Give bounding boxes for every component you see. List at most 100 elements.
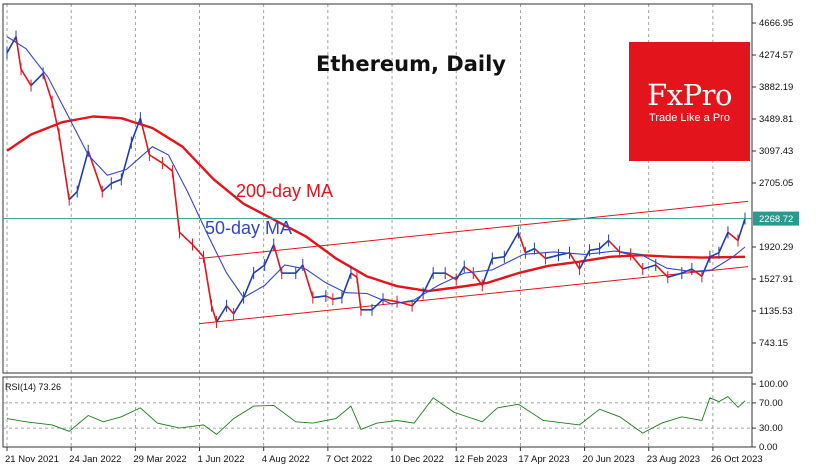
price-segment: [110, 178, 122, 185]
price-segment: [51, 101, 60, 135]
price-segment: [312, 295, 326, 299]
price-segment: [42, 73, 53, 103]
grid-lines: [6, 4, 714, 447]
rsi-label: RSI(14) 73.26: [5, 382, 61, 392]
price-segment: [737, 218, 746, 241]
current-price-label: 2268.72: [759, 214, 793, 225]
date-tick-label: 29 Mar 2022: [133, 454, 186, 465]
price-segment: [455, 266, 465, 281]
price-segment: [655, 264, 669, 278]
price-segment: [371, 298, 384, 311]
panel-frames: [2, 3, 753, 448]
logo-tagline: Trade Like a Pro: [649, 112, 730, 124]
rsi-tick-label: 0.00: [759, 442, 778, 453]
price-segment: [472, 272, 483, 286]
price-segment: [727, 231, 739, 242]
price-segment: [709, 252, 720, 258]
date-tick-label: 21 Nov 2021: [5, 454, 59, 465]
date-tick-label: 10 Dec 2022: [390, 454, 444, 465]
price-tick-label: 743.15: [759, 338, 788, 349]
date-tick-label: 20 Jun 2023: [583, 454, 635, 465]
price-segment: [101, 182, 112, 193]
price-segment: [422, 272, 434, 294]
channel-lower-line: [199, 266, 749, 325]
price-panel-frame: [2, 3, 753, 374]
date-tick-label: 4 Aug 2022: [262, 454, 310, 465]
price-tick-label: 4666.95: [759, 18, 793, 29]
price-segment: [20, 68, 32, 86]
price-tick-label: 1920.29: [759, 242, 793, 253]
price-segment: [171, 171, 181, 233]
price-segment: [525, 247, 535, 254]
channel-upper-line: [199, 200, 749, 259]
price-segment: [215, 305, 228, 323]
price-segment: [608, 239, 621, 253]
price-segment: [481, 258, 494, 286]
date-tick-label: 23 Aug 2023: [647, 454, 700, 465]
chart-title: Ethereum, Daily: [316, 52, 506, 76]
price-tick-label: 2705.05: [759, 178, 793, 189]
price-segment: [382, 298, 398, 303]
price-tick-label: 1527.91: [759, 274, 793, 285]
ma200-label: 200-day MA: [236, 181, 333, 201]
ma50-line: [6, 36, 746, 305]
rsi-panel: [3, 396, 752, 435]
price-tick-label: 1135.53: [759, 306, 793, 317]
price-segment: [139, 117, 151, 156]
price-segment: [6, 36, 17, 54]
rsi-panel-frame: [2, 376, 753, 448]
price-segment: [130, 117, 142, 143]
price-segment: [302, 264, 314, 298]
date-axis-labels: 21 Nov 2021 24 Jan 2022 29 Mar 2022 1 Jun 2…: [5, 447, 763, 465]
date-tick-label: 17 Apr 2023: [518, 454, 569, 465]
price-segment: [253, 264, 266, 274]
current-price-badge: [753, 211, 799, 226]
price-segment: [178, 231, 194, 246]
price-segment: [242, 272, 255, 298]
fxpro-logo: FxPro Trade Like a Pro: [629, 42, 750, 161]
price-segment: [332, 296, 343, 301]
price-segment: [492, 256, 505, 260]
price-segment: [232, 297, 245, 315]
price-tick-label: 3882.19: [759, 82, 793, 93]
date-tick-label: 26 Oct 2023: [711, 454, 763, 465]
price-segment: [599, 239, 610, 250]
price-segment: [68, 191, 78, 201]
price-segment: [630, 253, 644, 270]
price-segment: [718, 232, 729, 254]
rsi-tick-label: 100.00: [759, 379, 788, 390]
price-segment: [642, 264, 656, 270]
price-segment: [503, 231, 520, 258]
price-segment: [120, 142, 133, 180]
ma50-series: [6, 36, 746, 305]
ma200-line: [6, 115, 746, 293]
price-segment: [161, 162, 173, 172]
price-segment: [15, 36, 22, 70]
price-tick-label: 4274.57: [759, 50, 793, 61]
price-segment: [350, 272, 358, 278]
price-segment: [545, 254, 559, 260]
price-segment: [58, 134, 70, 200]
price-segment: [272, 244, 283, 274]
price-segment: [444, 272, 457, 281]
price-axis-labels: 4666.95 4274.57 3882.19 3489.81 3097.43 2705.…: [752, 18, 793, 349]
rsi-tick-label: 70.00: [759, 398, 783, 409]
ma200-series: [6, 115, 746, 293]
price-segment: [263, 244, 275, 266]
rsi-tick-label: 30.00: [759, 423, 783, 434]
date-tick-label: 1 Jun 2022: [198, 454, 245, 465]
price-segment: [667, 272, 683, 278]
rsi-line: [6, 396, 746, 435]
price-segment: [701, 256, 711, 277]
price-segment: [568, 252, 581, 270]
date-tick-label: 12 Feb 2023: [454, 454, 507, 465]
price-segment: [76, 150, 89, 192]
price-segment: [589, 247, 600, 252]
price-tick-label: 3097.43: [759, 146, 793, 157]
price-segment: [191, 244, 205, 258]
trend-channel: [199, 200, 749, 325]
date-tick-label: 24 Jan 2022: [69, 454, 121, 465]
price-segment: [691, 268, 703, 278]
